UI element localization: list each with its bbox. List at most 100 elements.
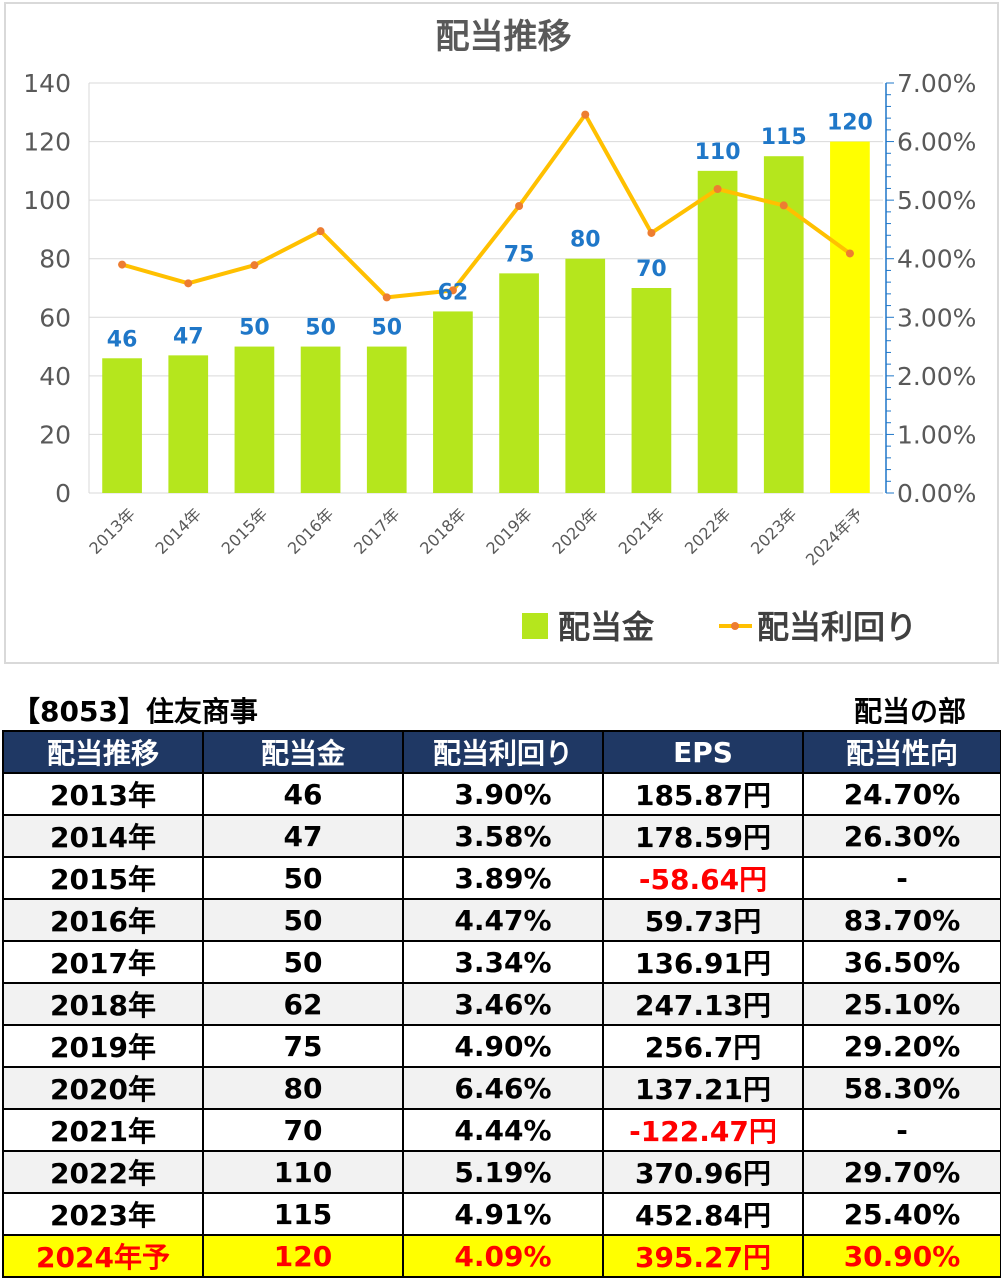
- x-tick-label: 2024年予: [802, 504, 867, 569]
- table-row: 2021年 70 4.44% -122.47円 -: [2, 1108, 1001, 1152]
- table-row: 2017年 50 3.34% 136.91円 36.50%: [2, 940, 1001, 984]
- cell-payout: 25.40%: [802, 1192, 1001, 1236]
- cell-yield: 3.90%: [402, 772, 604, 816]
- table-header-row: 配当推移 配当金 配当利回り EPS 配当性向: [2, 730, 1001, 774]
- table-row: 2014年 47 3.58% 178.59円 26.30%: [2, 814, 1001, 858]
- header-dividend: 配当金: [202, 730, 404, 774]
- chart-title: 配当推移: [436, 17, 572, 57]
- y2-tick-label: 2.00%: [897, 362, 976, 391]
- bar-data-label: 80: [570, 228, 601, 253]
- chart-panel: 配当推移 0 20 40 60 80 100 120 140 0.00% 1.00% 2.00% 3.0…: [4, 2, 999, 664]
- cell-eps: 395.27円: [602, 1234, 804, 1278]
- cell-dividend: 110: [202, 1150, 404, 1194]
- cell-dividend: 115: [202, 1192, 404, 1236]
- y-tick-label: 0: [55, 479, 71, 508]
- bar: [102, 358, 142, 493]
- y2-tick-label: 5.00%: [897, 186, 976, 215]
- bar: [830, 141, 870, 494]
- dividend-chart: 配当推移 0 20 40 60 80 100 120 140 0.00% 1.00% 2.00% 3.0…: [23, 17, 976, 646]
- yield-point: [845, 249, 854, 258]
- cell-year: 2018年: [2, 982, 204, 1026]
- yield-point: [647, 228, 656, 237]
- bar-data-label: 120: [827, 111, 873, 136]
- x-tick-label: 2021年: [615, 504, 669, 558]
- y-tick-label: 60: [39, 303, 71, 332]
- cell-eps: 247.13円: [602, 982, 804, 1026]
- cell-dividend: 80: [202, 1066, 404, 1110]
- x-tick-label: 2014年: [152, 504, 206, 558]
- y2-tick-label: 7.00%: [897, 69, 976, 98]
- cell-eps: 136.91円: [602, 940, 804, 984]
- x-tick-label: 2015年: [218, 504, 272, 558]
- header-eps: EPS: [602, 730, 804, 774]
- cell-yield: 3.58%: [402, 814, 604, 858]
- cell-yield: 3.89%: [402, 856, 604, 900]
- header-yield: 配当利回り: [402, 730, 604, 774]
- cell-payout: 26.30%: [802, 814, 1001, 858]
- cell-yield: 4.91%: [402, 1192, 604, 1236]
- x-tick-label: 2013年: [85, 504, 139, 558]
- legend-marker-yield: [731, 622, 739, 630]
- table-row: 2023年 115 4.91% 452.84円 25.40%: [2, 1192, 1001, 1236]
- y-tick-label: 40: [39, 362, 71, 391]
- table-row: 2018年 62 3.46% 247.13円 25.10%: [2, 982, 1001, 1026]
- cell-yield: 4.09%: [402, 1234, 604, 1278]
- table-row: 2020年 80 6.46% 137.21円 58.30%: [2, 1066, 1001, 1110]
- bar: [366, 346, 407, 493]
- bar-data-label: 115: [761, 125, 807, 150]
- table-row: 2015年 50 3.89% -58.64円 -: [2, 856, 1001, 900]
- x-tick-label: 2020年: [549, 504, 603, 558]
- cell-payout: 24.70%: [802, 772, 1001, 816]
- cell-eps: -122.47円: [602, 1108, 804, 1152]
- y2-tick-label: 0.00%: [897, 479, 976, 508]
- yield-point: [118, 260, 127, 269]
- y-tick-label: 80: [39, 245, 71, 274]
- cell-payout: 29.20%: [802, 1024, 1001, 1068]
- table-row: 2022年 110 5.19% 370.96円 29.70%: [2, 1150, 1001, 1194]
- bar: [168, 355, 209, 493]
- cell-yield: 3.34%: [402, 940, 604, 984]
- yield-point: [515, 202, 524, 210]
- cell-dividend: 50: [202, 940, 404, 984]
- cell-dividend: 50: [202, 898, 404, 942]
- bar-data-label: 50: [239, 316, 270, 341]
- cell-yield: 4.90%: [402, 1024, 604, 1068]
- table-row-forecast: 2024年予 120 4.09% 395.27円 30.90%: [2, 1234, 1001, 1278]
- cell-payout: 36.50%: [802, 940, 1001, 984]
- cell-payout: 30.90%: [802, 1234, 1001, 1278]
- x-tick-label: 2018年: [416, 504, 470, 558]
- cell-yield: 6.46%: [402, 1066, 604, 1110]
- cell-eps: 185.87円: [602, 772, 804, 816]
- cell-year: 2014年: [2, 814, 204, 858]
- yield-point: [581, 110, 590, 119]
- bar-data-label: 62: [438, 280, 469, 305]
- cell-year: 2015年: [2, 856, 204, 900]
- cell-payout: 83.70%: [802, 898, 1001, 942]
- table-row: 2019年 75 4.90% 256.7円 29.20%: [2, 1024, 1001, 1068]
- yield-point: [316, 227, 325, 236]
- bar-data-label: 75: [504, 242, 535, 267]
- cell-eps: 256.7円: [602, 1024, 804, 1068]
- table-row: 2016年 50 4.47% 59.73円 83.70%: [2, 898, 1001, 942]
- bar: [565, 258, 606, 493]
- y2-tick-label: 4.00%: [897, 245, 976, 274]
- header-year: 配当推移: [2, 730, 204, 774]
- cell-year: 2024年予: [2, 1234, 204, 1278]
- bar: [433, 311, 473, 493]
- cell-payout: 25.10%: [802, 982, 1001, 1026]
- y-tick-label: 100: [23, 186, 71, 215]
- table-row: 2013年 46 3.90% 185.87円 24.70%: [2, 772, 1001, 816]
- bar: [234, 346, 275, 493]
- bar-data-label: 47: [173, 324, 204, 349]
- bar: [300, 346, 341, 493]
- yield-line: [121, 112, 852, 300]
- x-tick-label: 2023年: [747, 504, 801, 558]
- cell-year: 2021年: [2, 1108, 204, 1152]
- cell-dividend: 47: [202, 814, 404, 858]
- yield-point: [184, 279, 193, 288]
- cell-yield: 5.19%: [402, 1150, 604, 1194]
- legend-label-dividend: 配当金: [558, 608, 655, 646]
- cell-dividend: 75: [202, 1024, 404, 1068]
- bar: [499, 273, 539, 493]
- x-tick-label: 2016年: [284, 504, 338, 558]
